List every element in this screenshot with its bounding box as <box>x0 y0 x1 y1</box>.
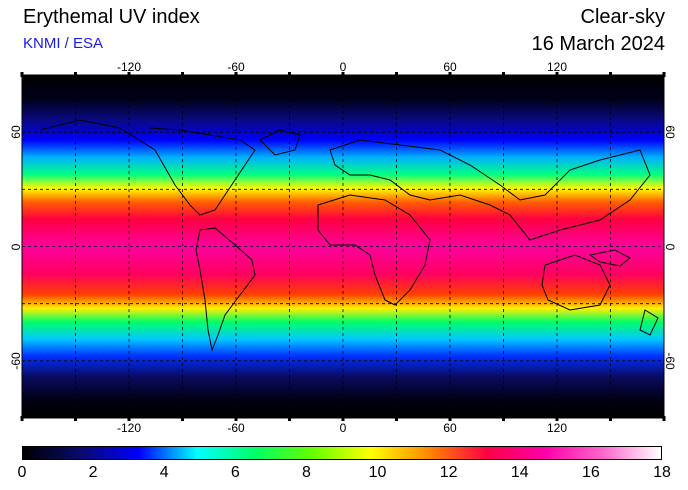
lat-tick-label-right: -60 <box>663 352 677 370</box>
graticule <box>22 75 664 418</box>
lat-tick-label-left: -60 <box>9 352 23 370</box>
sky-mode-label: Clear-sky <box>580 6 665 28</box>
colorbar-label: 0 <box>17 464 27 481</box>
colorbar-label: 16 <box>581 464 600 481</box>
date-label: 16 March 2024 <box>531 33 665 55</box>
colorbar-label: 12 <box>439 464 458 481</box>
colorbar-label: 18 <box>653 464 671 481</box>
lat-tick-label-right: 0 <box>663 243 677 250</box>
colorbar-label: 4 <box>159 464 169 481</box>
colorbar-label: 6 <box>230 464 240 481</box>
map-title: Erythemal UV index <box>23 6 200 28</box>
lon-tick-label-bottom: 120 <box>546 421 568 435</box>
lon-tick-label-top: 60 <box>443 60 457 74</box>
lon-tick-label-bottom: -60 <box>227 421 245 435</box>
credit-label: KNMI / ESA <box>23 35 104 52</box>
colorbar-label: 8 <box>301 464 311 481</box>
lon-tick-label-top: -120 <box>116 60 142 74</box>
lon-tick-label-top: -60 <box>227 60 245 74</box>
lon-tick-label-bottom: 60 <box>443 421 457 435</box>
colorbar <box>22 446 662 460</box>
lat-tick-label-left: 0 <box>9 243 23 250</box>
tick-marks <box>20 72 666 421</box>
lat-tick-label-left: 60 <box>9 125 23 139</box>
lon-tick-label-top: 120 <box>546 60 568 74</box>
lon-tick-label-bottom: -120 <box>116 421 142 435</box>
lon-tick-label-top: 0 <box>339 60 347 74</box>
lon-tick-label-bottom: 0 <box>339 421 347 435</box>
colorbar-label: 10 <box>368 464 387 481</box>
colorbar-label: 2 <box>88 464 98 481</box>
colorbar-label: 14 <box>510 464 529 481</box>
lat-tick-label-right: 60 <box>663 125 677 139</box>
coastlines <box>39 119 659 352</box>
